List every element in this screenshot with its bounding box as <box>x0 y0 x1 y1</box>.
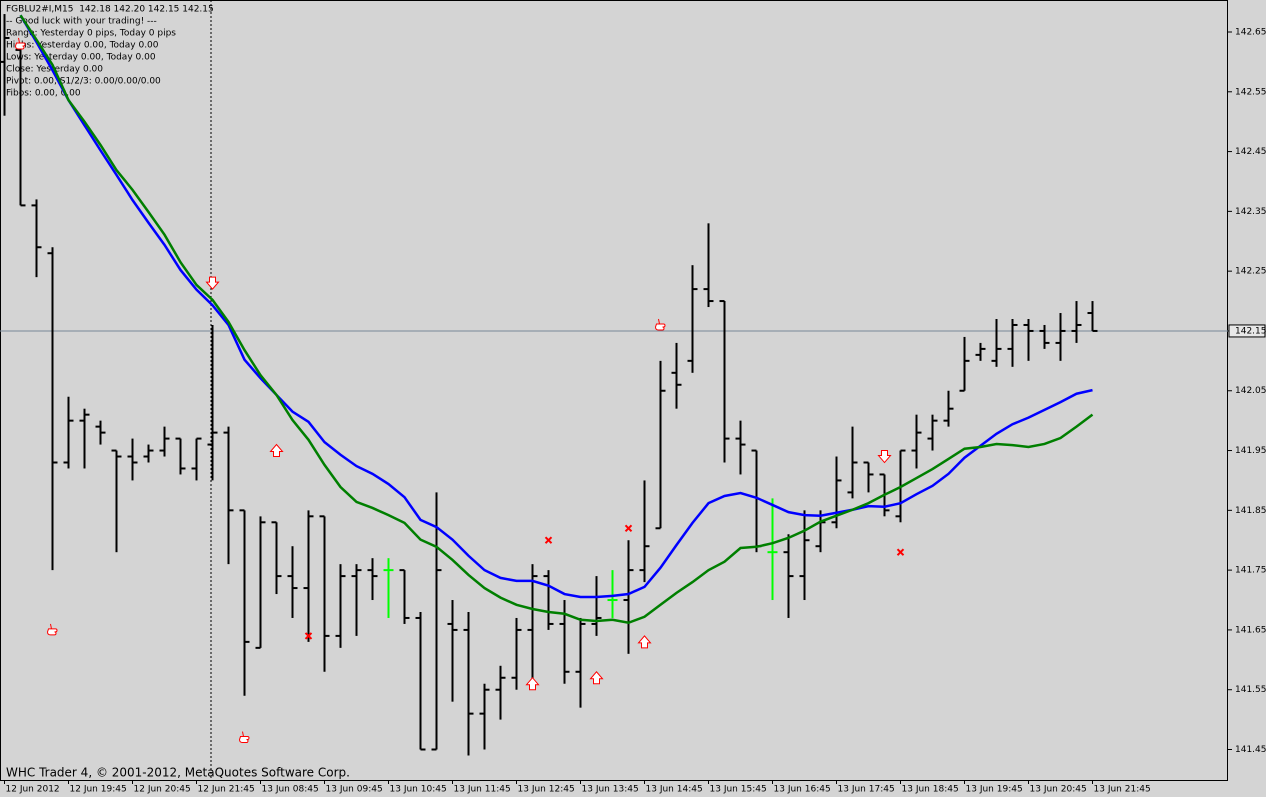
signal-cross <box>624 524 633 532</box>
y-tick-label: 141.65 <box>1235 625 1266 635</box>
signal-cross <box>304 632 313 640</box>
x-tick-label: 13 Jun 12:45 <box>518 785 575 795</box>
y-tick-label: 142.05 <box>1235 386 1266 396</box>
x-tick-label: 12 Jun 21:45 <box>198 785 255 795</box>
x-tick-label: 12 Jun 19:45 <box>70 785 127 795</box>
y-tick-label: 142.55 <box>1235 87 1266 97</box>
x-tick-label: 12 Jun 2012 <box>6 785 60 795</box>
last-price-label: 142.15 <box>1235 326 1266 336</box>
y-tick-label: 142.25 <box>1235 267 1266 277</box>
x-tick-label: 13 Jun 18:45 <box>902 785 959 795</box>
info-line: FGBLU2#I,M15 142.18 142.20 142.15 142.15 <box>6 5 214 15</box>
signal-arrow-up <box>589 670 604 685</box>
x-tick-label: 12 Jun 20:45 <box>134 785 191 795</box>
x-tick-label: 13 Jun 13:45 <box>582 785 639 795</box>
y-tick-label: 141.55 <box>1235 685 1266 695</box>
plot-frame <box>0 0 1228 781</box>
info-line: Pivot: 0.00, S1/2/3: 0.00/0.00/0.00 <box>6 77 161 87</box>
x-tick-label: 13 Jun 09:45 <box>326 785 383 795</box>
signal-arrow-down <box>877 450 892 464</box>
y-tick-label: 142.65 <box>1235 27 1266 37</box>
y-tick-label: 141.95 <box>1235 446 1266 456</box>
signal-arrow-up <box>637 635 652 649</box>
info-line: Lows: Yesterday 0.00, Today 0.00 <box>6 53 156 63</box>
x-tick-label: 13 Jun 19:45 <box>966 785 1023 795</box>
info-line: -- Good luck with your trading! --- <box>6 17 157 27</box>
info-line: Fibos: 0.00, 0.00 <box>6 89 81 99</box>
x-tick-label: 13 Jun 11:45 <box>454 785 511 795</box>
signal-hand <box>46 623 58 636</box>
signal-cross <box>896 548 905 556</box>
x-tick-label: 13 Jun 21:45 <box>1094 785 1151 795</box>
x-tick-label: 13 Jun 16:45 <box>774 785 831 795</box>
last-price-box <box>1228 324 1266 338</box>
x-tick-label: 13 Jun 17:45 <box>838 785 895 795</box>
signal-hand <box>654 318 666 331</box>
y-tick-label: 142.35 <box>1235 207 1266 217</box>
moving-average <box>19 14 1094 625</box>
x-tick-label: 13 Jun 10:45 <box>390 785 447 795</box>
footer: WHC Trader 4, © 2001-2012, MetaQuotes So… <box>6 766 350 780</box>
y-tick-label: 141.85 <box>1235 506 1266 516</box>
moving-average <box>19 14 1093 599</box>
x-tick-label: 13 Jun 20:45 <box>1030 785 1087 795</box>
x-tick-label: 13 Jun 14:45 <box>646 785 703 795</box>
signal-arrow-down <box>205 276 220 290</box>
x-tick-label: 13 Jun 08:45 <box>262 785 319 795</box>
info-line: Highs: Yesterday 0.00, Today 0.00 <box>6 41 159 51</box>
y-tick-label: 142.45 <box>1235 147 1266 157</box>
x-tick-label: 13 Jun 15:45 <box>710 785 767 795</box>
signal-hand <box>238 731 250 744</box>
signal-arrow-up <box>525 676 540 691</box>
y-tick-label: 141.75 <box>1235 566 1266 576</box>
signal-arrow-up <box>269 443 284 458</box>
y-tick-label: 141.45 <box>1235 745 1266 755</box>
signal-cross <box>544 536 553 544</box>
signal-hand <box>14 37 26 50</box>
info-line: Range: Yesterday 0 pips, Today 0 pips <box>6 29 176 39</box>
